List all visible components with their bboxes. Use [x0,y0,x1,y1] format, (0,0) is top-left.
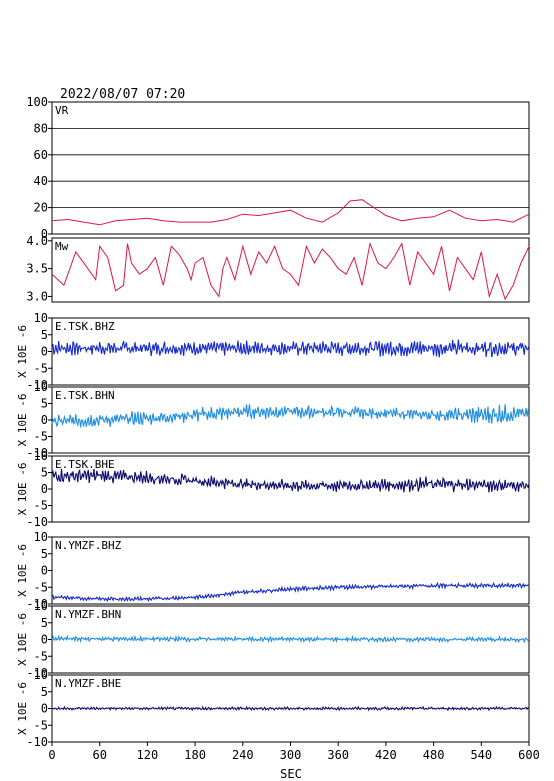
x-tick-label: 480 [423,748,445,762]
y-tick-label: 10 [34,380,48,394]
series-line [51,199,530,226]
panel-label: N.YMZF.BHN [55,608,121,621]
y-tick-label: 3.0 [26,289,48,303]
y-tick-label: 5 [41,547,48,561]
panel-label: E.TSK.BHN [55,389,115,402]
y-tick-label: -5 [34,430,48,444]
y-tick-label: 0 [41,702,48,716]
y-axis-label: X 10E -6 [16,544,29,597]
x-tick-label: 0 [48,748,55,762]
panel-label: Mw [55,240,69,253]
panel-4: -10 -5 0 5 10 E.TSK.BHE X 10E -6 [16,449,530,529]
y-tick-label: 10 [34,599,48,613]
y-axis-label: X 10E -6 [16,325,29,378]
y-tick-label: 0 [41,564,48,578]
panel-label: E.TSK.BHZ [55,320,115,333]
panel-frame [51,455,530,523]
timestamp-title: 2022/08/07 07:20 [60,87,185,102]
series-line [51,241,530,301]
panel-label: N.YMZF.BHE [55,677,121,690]
series-line [51,404,530,428]
x-tick-label: 600 [518,748,540,762]
x-tick-label: 360 [327,748,349,762]
y-axis-label: X 10E -6 [16,613,29,666]
series-line [51,581,530,603]
y-tick-label: 5 [41,685,48,699]
y-tick-label: -5 [34,718,48,732]
y-tick-label: -10 [26,378,48,392]
y-tick-label: 10 [34,311,48,325]
y-tick-label: 60 [34,148,48,162]
y-axis-label: X 10E -6 [16,463,29,516]
y-tick-label: -10 [26,446,48,460]
y-tick-label: -10 [26,735,48,749]
panel-7: -10 -5 0 5 10 N.YMZF.BHE X 10E -6 [16,668,530,749]
x-tick-label: 420 [375,748,397,762]
series-line [51,705,530,712]
x-tick-label: 180 [184,748,206,762]
y-axis-label: X 10E -6 [16,682,29,735]
y-tick-label: 40 [34,174,48,188]
y-tick-label: 20 [34,201,48,215]
x-tick-label: 120 [137,748,159,762]
y-tick-label: 0 [41,482,48,496]
y-tick-label: 3.5 [26,262,48,276]
panel-label: N.YMZF.BHZ [55,539,122,552]
panel-5: -10 -5 0 5 10 N.YMZF.BHZ X 10E -6 [16,530,530,611]
y-tick-label: 4.0 [26,234,48,248]
y-tick-label: -10 [26,666,48,680]
y-tick-label: 100 [26,95,48,109]
panel-1: 3.0 3.5 4.0 Mw [26,234,530,303]
panel-2: -10 -5 0 5 10 E.TSK.BHZ X 10E -6 [16,311,530,392]
y-tick-label: 10 [34,449,48,463]
y-tick-label: 5 [41,328,48,342]
panel-label: VR [55,104,69,117]
y-tick-label: 0 [41,413,48,427]
y-tick-label: -5 [34,361,48,375]
y-tick-label: 10 [34,668,48,682]
y-tick-label: 0 [41,633,48,647]
x-axis: 0 60 120 180 240 300 360 420 480 540 600 [48,742,540,762]
y-tick-label: 5 [41,466,48,480]
y-tick-label: 0 [41,345,48,359]
x-tick-label: 60 [92,748,106,762]
y-tick-label: -5 [34,499,48,513]
y-tick-label: -5 [34,649,48,663]
series-line [51,634,530,644]
series-line [51,339,530,358]
y-tick-label: 5 [41,616,48,630]
y-tick-label: -5 [34,580,48,594]
panel-frame [51,101,530,235]
panel-label: E.TSK.BHE [55,458,115,471]
series-line [51,468,530,493]
panel-frame [51,237,530,303]
y-tick-label: 10 [34,530,48,544]
x-tick-label: 240 [232,748,254,762]
panel-frame [51,536,530,605]
y-tick-label: 5 [41,397,48,411]
x-axis-label: SEC [280,767,302,781]
y-tick-label: -10 [26,515,48,529]
y-tick-label: -10 [26,597,48,611]
y-tick-label: 0 [41,227,48,241]
y-axis-label: X 10E -6 [16,394,29,447]
y-tick-label: 80 [34,121,48,135]
panel-6: -10 -5 0 5 10 N.YMZF.BHN X 10E -6 [16,599,530,680]
x-tick-label: 300 [280,748,302,762]
panel-frame [51,386,530,454]
panel-0: 0 20 40 60 80 100 VR [26,95,530,241]
x-tick-label: 540 [470,748,492,762]
panel-3: -10 -5 0 5 10 E.TSK.BHN X 10E -6 [16,380,530,460]
